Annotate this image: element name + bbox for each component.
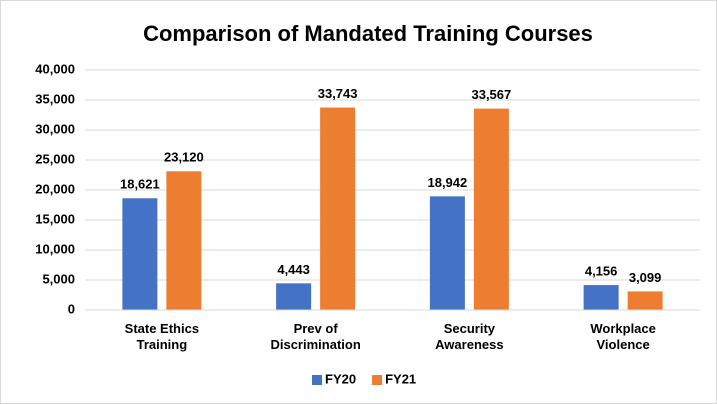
bar — [583, 285, 619, 310]
value-label: 33,567 — [471, 87, 511, 102]
chart-title: Comparison of Mandated Training Courses — [143, 21, 593, 46]
value-label: 23,120 — [164, 150, 204, 165]
value-label: 18,942 — [427, 175, 467, 190]
x-tick-label: State Ethics Training — [125, 321, 199, 352]
value-label: 3,099 — [629, 270, 662, 285]
y-tick-label: 35,000 — [35, 91, 75, 106]
bar — [166, 171, 202, 310]
legend-swatch — [372, 375, 383, 385]
y-tick-label: 0 — [68, 301, 75, 316]
x-tick-label: Prev of Discrimination — [270, 321, 360, 352]
legend-label: FY21 — [385, 371, 416, 386]
bar — [473, 108, 509, 311]
bar — [429, 196, 465, 310]
x-tick-label: Security Awareness — [435, 321, 503, 352]
y-tick-label: 5,000 — [42, 271, 75, 286]
y-tick-label: 30,000 — [35, 121, 75, 136]
legend-swatch — [312, 375, 322, 385]
y-tick-label: 15,000 — [35, 211, 75, 226]
x-tick-label: Workplace Violence — [590, 321, 656, 352]
legend-label: FY20 — [325, 371, 356, 386]
y-tick-label: 40,000 — [35, 61, 75, 76]
bar — [320, 107, 356, 311]
value-label: 4,443 — [277, 262, 310, 277]
value-label: 18,621 — [120, 177, 160, 192]
value-label: 33,743 — [318, 86, 358, 101]
bar — [627, 291, 663, 310]
y-tick-label: 20,000 — [35, 181, 75, 196]
y-tick-label: 10,000 — [35, 241, 75, 256]
bar — [276, 283, 312, 310]
y-tick-label: 25,000 — [35, 151, 75, 166]
bar — [122, 198, 158, 310]
value-label: 4,156 — [585, 264, 618, 279]
